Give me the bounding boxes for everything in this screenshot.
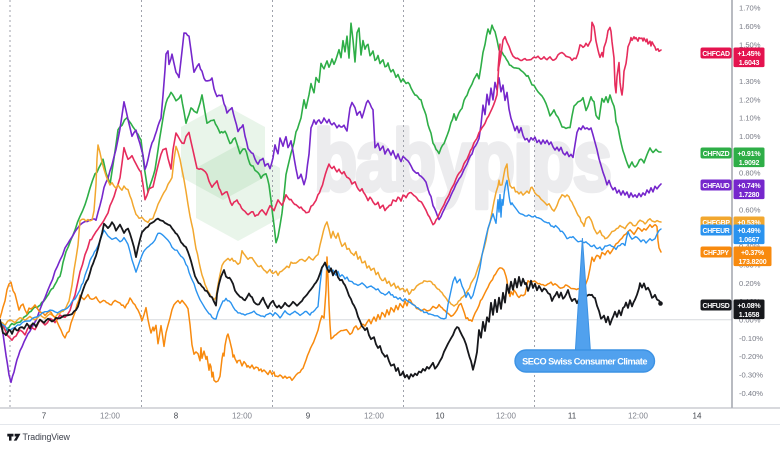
- svg-text:12:00: 12:00: [628, 412, 649, 421]
- svg-text:0.00%: 0.00%: [739, 316, 761, 325]
- svg-text:+1.45%: +1.45%: [737, 50, 761, 58]
- svg-text:CHFUSD: CHFUSD: [703, 303, 730, 310]
- svg-text:+0.74%: +0.74%: [737, 182, 761, 190]
- svg-text:7: 7: [42, 412, 47, 421]
- svg-text:-0.30%: -0.30%: [739, 371, 763, 380]
- svg-text:TradingView: TradingView: [23, 432, 71, 442]
- svg-text:+0.53%: +0.53%: [737, 219, 761, 227]
- svg-text:0.60%: 0.60%: [739, 205, 761, 214]
- svg-text:12:00: 12:00: [100, 412, 121, 421]
- svg-text:0.20%: 0.20%: [739, 279, 761, 288]
- svg-text:1.6043: 1.6043: [739, 59, 760, 67]
- svg-text:1.30%: 1.30%: [739, 77, 761, 86]
- svg-text:1.7280: 1.7280: [739, 191, 760, 199]
- svg-text:12:00: 12:00: [364, 412, 385, 421]
- svg-text:14: 14: [693, 412, 702, 421]
- svg-text:12:00: 12:00: [496, 412, 517, 421]
- svg-text:+0.91%: +0.91%: [737, 150, 761, 158]
- svg-text:CHFNZD: CHFNZD: [703, 151, 730, 158]
- svg-text:1.9092: 1.9092: [739, 159, 760, 167]
- svg-text:1.10%: 1.10%: [739, 114, 761, 123]
- svg-text:8: 8: [174, 412, 179, 421]
- svg-text:0.80%: 0.80%: [739, 169, 761, 178]
- svg-text:-0.40%: -0.40%: [739, 389, 763, 398]
- svg-text:173.8200: 173.8200: [739, 258, 767, 266]
- svg-text:+0.37%: +0.37%: [741, 249, 765, 257]
- svg-text:CHFJPY: CHFJPY: [703, 250, 729, 257]
- svg-text:CHFGBP: CHFGBP: [702, 220, 730, 227]
- svg-text:1.0667: 1.0667: [739, 236, 760, 244]
- svg-text:babypips: babypips: [314, 112, 610, 208]
- svg-text:1.60%: 1.60%: [739, 22, 761, 31]
- svg-text:1.20%: 1.20%: [739, 95, 761, 104]
- svg-text:-0.20%: -0.20%: [739, 352, 763, 361]
- svg-text:1.00%: 1.00%: [739, 132, 761, 141]
- svg-text:11: 11: [568, 412, 577, 421]
- svg-text:CHFEUR: CHFEUR: [703, 228, 730, 235]
- svg-text:9: 9: [306, 412, 311, 421]
- svg-text:+0.49%: +0.49%: [737, 227, 761, 235]
- svg-text:SECO Swiss Consumer Climate: SECO Swiss Consumer Climate: [522, 356, 647, 366]
- svg-text:CHFCAD: CHFCAD: [702, 51, 730, 58]
- svg-text:10: 10: [436, 412, 445, 421]
- svg-text:1.50%: 1.50%: [739, 40, 761, 49]
- svg-text:1.70%: 1.70%: [739, 4, 761, 13]
- svg-text:1.1658: 1.1658: [739, 311, 760, 319]
- svg-text:CHFAUD: CHFAUD: [703, 183, 730, 190]
- svg-text:12:00: 12:00: [232, 412, 253, 421]
- svg-text:-0.10%: -0.10%: [739, 334, 763, 343]
- svg-text:+0.08%: +0.08%: [737, 302, 761, 310]
